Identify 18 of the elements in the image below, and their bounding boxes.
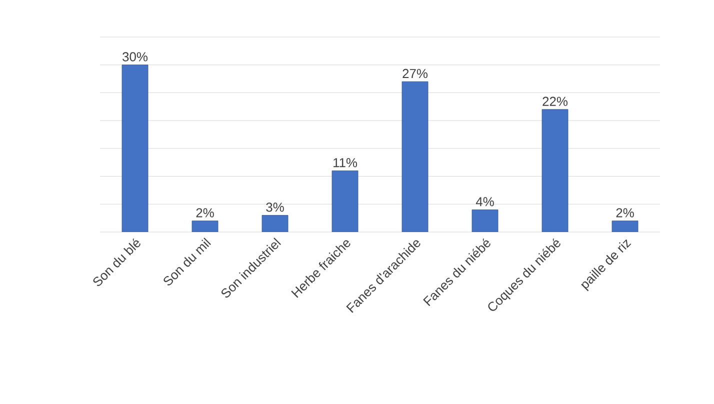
- bar: [122, 64, 148, 232]
- bar: [262, 215, 288, 232]
- data-label: 2%: [616, 208, 634, 218]
- bar: [472, 210, 498, 232]
- bar: [612, 220, 638, 232]
- data-label: 22%: [542, 96, 568, 106]
- bar: [192, 220, 218, 232]
- data-label: 30%: [122, 52, 148, 62]
- bar: [332, 170, 358, 232]
- data-label: 4%: [476, 197, 494, 206]
- x-tick-label: Son du mil: [164, 238, 212, 286]
- data-label: 27%: [402, 68, 428, 78]
- data-label: 11%: [334, 158, 358, 168]
- bar: [542, 109, 568, 232]
- data-label: 3%: [266, 202, 284, 212]
- data-label: 2%: [196, 208, 214, 218]
- bar: [402, 81, 428, 232]
- x-tick-label: Son du blé: [93, 238, 140, 286]
